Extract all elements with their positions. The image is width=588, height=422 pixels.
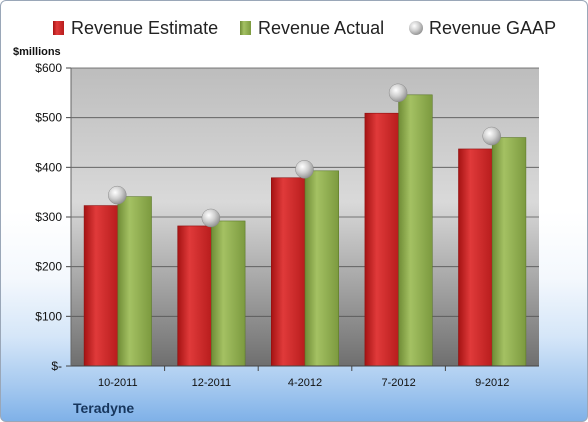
y-tick-label: $400 bbox=[35, 160, 62, 174]
marker-revenue-gaap bbox=[201, 208, 221, 228]
marker-revenue-gaap bbox=[108, 185, 127, 205]
bar-revenue-actual bbox=[211, 220, 246, 367]
bars bbox=[83, 94, 527, 367]
x-axis-ticks: 10-2011 12-2011 4-2012 7-2012 9-2012 bbox=[98, 366, 509, 389]
marker-revenue-gaap bbox=[482, 126, 501, 146]
x-tick-label: 7-2012 bbox=[381, 377, 415, 389]
legend-swatch-estimate bbox=[53, 21, 64, 35]
y-tick-label: $500 bbox=[35, 111, 62, 125]
x-tick-label: 9-2012 bbox=[475, 377, 509, 389]
y-tick-label: $300 bbox=[35, 210, 62, 224]
x-tick-label: 10-2011 bbox=[98, 377, 138, 389]
marker-revenue-gaap bbox=[295, 160, 314, 179]
y-tick-label: $200 bbox=[35, 260, 62, 274]
x-tick-label: 4-2012 bbox=[288, 377, 322, 389]
legend-label-gaap: Revenue GAAP bbox=[429, 18, 556, 38]
bar-revenue-estimate bbox=[458, 148, 493, 367]
y-axis-ticks: $- $100 $200 $300 $400 $500 $600 bbox=[35, 61, 71, 373]
bar-revenue-estimate bbox=[177, 225, 212, 367]
legend-swatch-gaap bbox=[409, 21, 423, 35]
bar-revenue-actual bbox=[491, 137, 527, 367]
y-tick-label: $100 bbox=[35, 309, 62, 323]
bar-revenue-actual bbox=[304, 170, 339, 367]
bar-revenue-actual bbox=[117, 196, 152, 367]
legend-label-actual: Revenue Actual bbox=[258, 18, 384, 38]
y-unit-label: $millions bbox=[13, 46, 61, 58]
marker-revenue-gaap bbox=[388, 83, 408, 103]
legend-swatch-actual bbox=[240, 21, 251, 35]
bar-revenue-estimate bbox=[271, 177, 306, 367]
x-tick-label: 12-2011 bbox=[192, 377, 232, 389]
y-tick-label: $- bbox=[51, 359, 62, 373]
y-tick-label: $600 bbox=[35, 61, 62, 75]
legend: Revenue Estimate Revenue Actual Revenue … bbox=[53, 18, 556, 38]
legend-label-estimate: Revenue Estimate bbox=[71, 18, 218, 38]
gaap-markers bbox=[108, 83, 501, 228]
bar-revenue-estimate bbox=[364, 112, 399, 367]
bar-revenue-estimate bbox=[83, 205, 119, 367]
company-name: Teradyne bbox=[73, 400, 134, 416]
bar-revenue-actual bbox=[398, 94, 433, 367]
